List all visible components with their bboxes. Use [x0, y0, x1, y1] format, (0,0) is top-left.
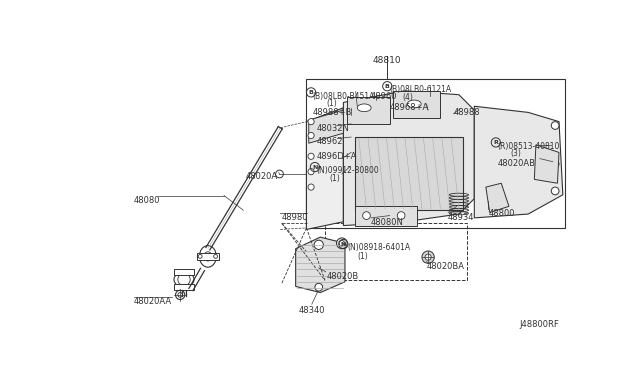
Circle shape: [551, 187, 559, 195]
Circle shape: [397, 212, 405, 219]
Circle shape: [308, 184, 314, 190]
Text: (B)08LB0-6121A: (B)08LB0-6121A: [390, 86, 452, 94]
Bar: [355, 137, 463, 210]
Circle shape: [339, 241, 344, 246]
Bar: [174, 269, 194, 275]
Text: 48988+B: 48988+B: [312, 108, 352, 117]
Bar: [197, 253, 219, 260]
Circle shape: [308, 169, 314, 175]
Text: (R)08513-40810: (R)08513-40810: [497, 142, 560, 151]
Text: (1): (1): [326, 99, 337, 108]
Circle shape: [425, 254, 431, 260]
Text: (4): (4): [402, 93, 413, 102]
Text: N: N: [312, 164, 317, 170]
Circle shape: [308, 153, 314, 159]
Text: 48020AA: 48020AA: [134, 297, 172, 306]
Text: 48988: 48988: [454, 108, 480, 117]
Text: 48934: 48934: [448, 212, 475, 221]
Text: 48020A: 48020A: [246, 172, 278, 181]
Bar: [174, 284, 194, 290]
Bar: [394, 91, 440, 118]
Text: 4896D+A: 4896D+A: [316, 153, 357, 161]
Text: 48032N: 48032N: [316, 124, 349, 133]
Circle shape: [308, 132, 314, 139]
Text: N: N: [340, 241, 346, 247]
Ellipse shape: [407, 100, 421, 108]
Ellipse shape: [357, 104, 371, 112]
Text: 48020AB: 48020AB: [497, 158, 536, 168]
Text: 48810: 48810: [372, 56, 401, 65]
Circle shape: [198, 254, 202, 258]
Bar: [355, 206, 417, 225]
Text: 48340: 48340: [299, 307, 325, 315]
Text: 48020B: 48020B: [326, 272, 358, 281]
Polygon shape: [344, 91, 474, 225]
Polygon shape: [308, 110, 344, 143]
Text: 48080: 48080: [134, 196, 161, 205]
Text: J48800RF: J48800RF: [519, 320, 559, 328]
Text: 48960: 48960: [371, 92, 397, 100]
Polygon shape: [307, 108, 344, 230]
Text: B: B: [385, 84, 390, 89]
Circle shape: [337, 238, 348, 249]
Polygon shape: [296, 237, 345, 293]
Text: (B)08LB0-B451A: (B)08LB0-B451A: [312, 92, 375, 100]
Polygon shape: [474, 106, 563, 218]
Polygon shape: [486, 183, 509, 212]
Bar: [348, 97, 390, 124]
Text: (1): (1): [330, 174, 340, 183]
Circle shape: [214, 254, 218, 258]
Text: 48800: 48800: [488, 209, 515, 218]
Text: 48968+A: 48968+A: [390, 103, 429, 112]
Circle shape: [315, 283, 323, 291]
Circle shape: [314, 240, 323, 250]
Text: (N)08918-6401A: (N)08918-6401A: [348, 243, 410, 252]
Circle shape: [422, 251, 435, 263]
Bar: [307, 78, 565, 228]
Circle shape: [276, 170, 284, 178]
Text: 48080N: 48080N: [371, 218, 404, 227]
Bar: [325, 223, 467, 280]
Text: (1): (1): [357, 252, 368, 261]
Text: R: R: [493, 140, 499, 145]
Circle shape: [551, 122, 559, 129]
Text: (3): (3): [511, 150, 522, 158]
Text: 48980: 48980: [282, 212, 308, 221]
Circle shape: [551, 160, 559, 168]
Circle shape: [308, 119, 314, 125]
Polygon shape: [534, 145, 559, 183]
Text: B: B: [308, 90, 314, 95]
Text: (N)09912-80800: (N)09912-80800: [316, 166, 379, 175]
Text: 48962: 48962: [316, 137, 343, 146]
Circle shape: [363, 212, 371, 219]
Text: 48020BA: 48020BA: [427, 262, 465, 271]
